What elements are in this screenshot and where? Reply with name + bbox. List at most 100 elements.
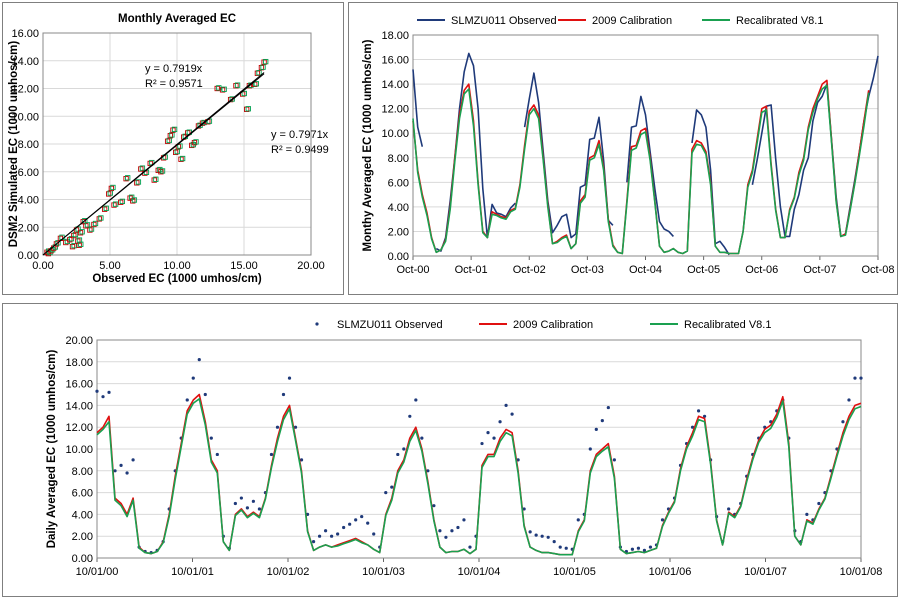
scatter-point-red xyxy=(246,83,253,89)
scatter-point-red xyxy=(71,232,77,239)
scatter-point-red xyxy=(219,87,226,93)
observed-point xyxy=(456,525,460,530)
plot-frame xyxy=(42,32,312,256)
scatter-point-green xyxy=(201,119,207,126)
observed-point xyxy=(330,534,334,538)
observed-point xyxy=(402,447,406,451)
observed-point xyxy=(805,512,809,516)
scatter-point-red xyxy=(76,242,82,248)
scatter-point-green xyxy=(103,205,109,211)
observed-point xyxy=(287,376,292,380)
trend-eq-green: y = 0.7919x xyxy=(145,63,203,75)
scatter-point-red xyxy=(87,227,93,233)
observed-point xyxy=(727,507,731,511)
observed-point xyxy=(336,532,340,536)
observed-point xyxy=(360,514,364,519)
y-tick-label: 12.00 xyxy=(11,84,39,96)
plot-frame xyxy=(96,339,862,559)
scatter-point-red xyxy=(108,185,114,192)
scatter-point-green xyxy=(71,242,77,249)
x-tick-label: Oct-06 xyxy=(745,264,778,276)
scatter-point-green xyxy=(139,165,146,171)
x-tick-label: 10.00 xyxy=(163,260,191,272)
scatter-point-red xyxy=(151,177,157,183)
observed-point xyxy=(486,431,490,435)
series-line-2 xyxy=(412,84,870,255)
scatter-point-green xyxy=(129,194,135,200)
scatter-point-green xyxy=(98,215,104,221)
scatter-point-red xyxy=(83,223,89,229)
monthly-panel: 0.00 2.00 4.00 6.00 8.00 10.00 12.00 14.00 16.00… xyxy=(348,2,898,295)
x-tick-label: Oct-05 xyxy=(687,264,720,276)
legend-label: 2009 Calibration xyxy=(592,15,672,27)
scatter-point-green xyxy=(263,58,269,65)
observed-point xyxy=(95,389,99,393)
observed-point xyxy=(847,398,851,402)
observed-point xyxy=(209,436,213,440)
observed-point xyxy=(438,529,442,533)
scatter-point-green xyxy=(84,222,91,228)
observed-point xyxy=(444,535,448,539)
observed-point xyxy=(414,398,418,402)
observed-point xyxy=(323,529,328,533)
scatter-point-green xyxy=(47,249,53,256)
y-tick-label: 16.00 xyxy=(11,28,39,40)
observed-point xyxy=(480,441,484,446)
y-tick-label: 4.00 xyxy=(72,509,93,521)
y-tick-label: 8.00 xyxy=(72,466,93,478)
scatter-point-red xyxy=(69,244,76,250)
observed-point xyxy=(245,506,249,510)
observed-point xyxy=(396,452,400,457)
scatter-point-green xyxy=(153,176,159,182)
scatter-point-red xyxy=(178,156,184,162)
scatter-point-green xyxy=(245,106,251,112)
series-line-1 xyxy=(96,393,862,556)
observed-point xyxy=(384,491,388,495)
trend-r2-green: R² = 0.9571 xyxy=(145,78,203,90)
observed-point xyxy=(522,507,526,511)
scatter-point-red xyxy=(138,166,144,172)
y-tick-label: 12.00 xyxy=(381,104,409,116)
observed-point xyxy=(853,376,857,380)
x-tick-label: Oct-01 xyxy=(455,264,488,276)
scatter-point-red xyxy=(244,106,250,112)
x-tick-label: 10/01/05 xyxy=(553,566,596,578)
scatter-point-green xyxy=(112,201,119,207)
scatter-point-green xyxy=(131,197,138,203)
y-tick-label: 18.00 xyxy=(65,357,93,369)
observed-point xyxy=(546,535,550,539)
x-tick-label: 10/01/04 xyxy=(458,566,501,578)
x-tick-label: 10/01/03 xyxy=(362,566,405,578)
observed-point xyxy=(630,547,635,551)
daily-chart: 0.00 2.00 4.00 6.00 8.00 10.00 12.00 14.00 16.00… xyxy=(46,319,882,578)
scatter-point-red xyxy=(189,142,195,149)
legend-label: Recalibrated V8.1 xyxy=(684,319,771,331)
scatter-point-red xyxy=(258,65,265,71)
observed-point xyxy=(408,414,412,418)
y-tick-label: 0.00 xyxy=(72,553,93,565)
observed-point xyxy=(239,496,243,500)
x-tick-label: 15.00 xyxy=(230,260,258,272)
observed-point xyxy=(576,518,580,522)
scatter-point-red xyxy=(118,199,124,205)
scatter-point-green xyxy=(253,81,259,87)
legend-label: 2009 Calibration xyxy=(513,319,593,331)
trend-eq-red: y = 0.7971x xyxy=(271,129,329,141)
observed-point xyxy=(859,376,863,380)
observed-point xyxy=(660,518,665,522)
scatter-point-red xyxy=(53,241,60,247)
scatter-point-green xyxy=(82,218,88,224)
scatter-point-red xyxy=(191,139,198,146)
y-tick-label: 10.00 xyxy=(11,111,39,123)
observed-point xyxy=(203,392,207,397)
y-tick-label: 16.00 xyxy=(381,55,409,67)
scatter-point-green xyxy=(221,86,227,92)
observed-point xyxy=(648,545,653,549)
scatter-point-green xyxy=(229,96,235,102)
x-tick-label: Oct-07 xyxy=(803,264,836,276)
y-tick-label: 6.00 xyxy=(72,488,93,500)
scatter-point-green xyxy=(92,220,99,227)
scatter-point-red xyxy=(67,237,73,243)
scatter-point-green xyxy=(135,179,142,185)
observed-point xyxy=(540,534,544,538)
